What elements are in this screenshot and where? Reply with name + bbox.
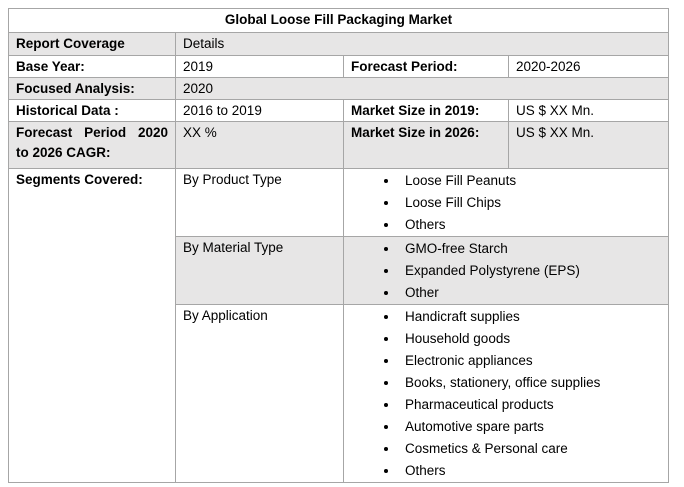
segment-items: GMO-free StarchExpanded Polystyrene (EPS… bbox=[343, 236, 669, 305]
cell: Market Size in 2026: bbox=[343, 121, 509, 169]
cell: US $ XX Mn. bbox=[508, 121, 669, 169]
cell: Base Year: bbox=[8, 55, 176, 78]
cell: Historical Data : bbox=[8, 99, 176, 122]
item-list: Handicraft suppliesHousehold goodsElectr… bbox=[351, 306, 661, 482]
item: Loose Fill Peanuts bbox=[399, 170, 661, 192]
cell: US $ XX Mn. bbox=[508, 99, 669, 122]
segment-row: Segments Covered:By Product TypeLoose Fi… bbox=[8, 168, 669, 483]
market-table: Global Loose Fill Packaging Market Repor… bbox=[8, 8, 669, 483]
cell: 2020-2026 bbox=[508, 55, 669, 78]
segments: Segments Covered:By Product TypeLoose Fi… bbox=[8, 168, 669, 483]
cell: Market Size in 2019: bbox=[343, 99, 509, 122]
segment-name: By Application bbox=[175, 304, 344, 483]
segment-row: By ApplicationHandicraft suppliesHouseho… bbox=[9, 304, 669, 483]
item-list: Loose Fill PeanutsLoose Fill ChipsOthers bbox=[351, 170, 661, 236]
item: Automotive spare parts bbox=[399, 416, 661, 438]
item: Books, stationery, office supplies bbox=[399, 372, 661, 394]
table-title: Global Loose Fill Packaging Market bbox=[8, 8, 669, 33]
item: Others bbox=[399, 214, 661, 236]
header-cell: Details bbox=[175, 32, 669, 56]
item-list: GMO-free StarchExpanded Polystyrene (EPS… bbox=[351, 238, 661, 304]
item: Other bbox=[399, 282, 661, 304]
cell: Segments Covered: bbox=[8, 168, 176, 483]
segment-row: By Material TypeGMO-free StarchExpanded … bbox=[9, 236, 669, 305]
cell: 2019 bbox=[175, 55, 344, 78]
header-cell: Report Coverage bbox=[8, 32, 176, 56]
segment-name: By Material Type bbox=[175, 236, 344, 305]
item: Household goods bbox=[399, 328, 661, 350]
cell: 2020 bbox=[175, 77, 669, 100]
item: Expanded Polystyrene (EPS) bbox=[399, 260, 661, 282]
item: Others bbox=[399, 460, 661, 482]
segment-name: By Product Type bbox=[175, 168, 344, 237]
item: Electronic appliances bbox=[399, 350, 661, 372]
cell: Focused Analysis: bbox=[8, 77, 176, 100]
item: Cosmetics & Personal care bbox=[399, 438, 661, 460]
segment-items: Loose Fill PeanutsLoose Fill ChipsOthers bbox=[343, 168, 669, 237]
segment-items: Handicraft suppliesHousehold goodsElectr… bbox=[343, 304, 669, 483]
item: GMO-free Starch bbox=[399, 238, 661, 260]
item: Handicraft supplies bbox=[399, 306, 661, 328]
cell: XX % bbox=[175, 121, 344, 169]
item: Loose Fill Chips bbox=[399, 192, 661, 214]
cell: Forecast Period 2020 to 2026 CAGR: bbox=[8, 121, 176, 169]
cell: 2016 to 2019 bbox=[175, 99, 344, 122]
cell: Forecast Period: bbox=[343, 55, 509, 78]
item: Pharmaceutical products bbox=[399, 394, 661, 416]
